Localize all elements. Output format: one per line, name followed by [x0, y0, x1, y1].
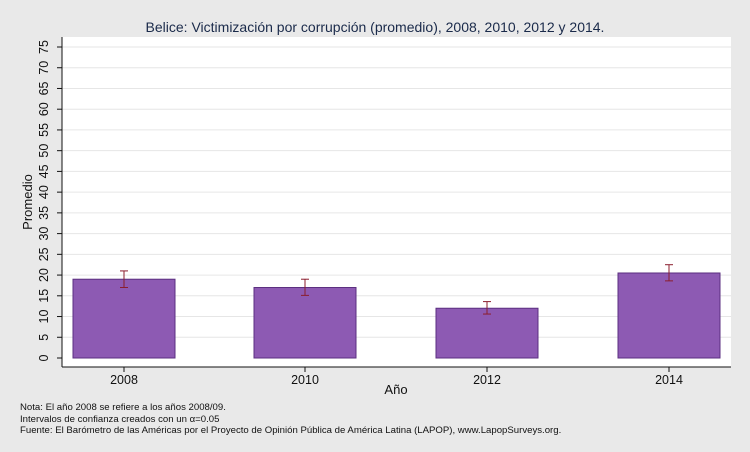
y-tick-label: 35 — [37, 206, 51, 220]
y-tick-label: 10 — [37, 310, 51, 324]
bars — [72, 272, 721, 359]
y-tick-label: 50 — [37, 144, 51, 158]
y-tick-label: 20 — [37, 268, 51, 282]
x-tick-label-2008: 2008 — [110, 373, 138, 387]
bar-chart: Belice: Victimización por corrupción (pr… — [20, 19, 731, 397]
y-tick-label: 55 — [37, 123, 51, 137]
chart-notes: Nota: El año 2008 se refiere a los años … — [20, 402, 561, 437]
note-confidence: Intervalos de confianza creados con un α… — [20, 413, 220, 425]
y-axis: 0 5 10 15 20 25 30 35 40 45 50 55 60 65 70 75 — [37, 37, 63, 367]
y-tick-label: 70 — [37, 61, 51, 75]
y-tick-label: 0 — [37, 354, 51, 361]
note-year: Nota: El año 2008 se refiere a los años … — [20, 402, 226, 413]
y-tick-label: 65 — [37, 81, 51, 95]
y-axis-label: Promedio — [20, 174, 35, 230]
y-tick-label: 60 — [37, 102, 51, 116]
y-tick-label: 5 — [37, 334, 51, 341]
bar-2014 — [617, 272, 721, 359]
x-axis: 2008 2010 2012 2014 — [62, 366, 731, 387]
error-bars — [120, 264, 673, 315]
chart-title: Belice: Victimización por corrupción (pr… — [146, 19, 605, 35]
bar-2012 — [435, 307, 539, 359]
bar-2010 — [253, 287, 357, 359]
y-tick-label: 45 — [37, 164, 51, 178]
y-tick-label: 15 — [37, 289, 51, 303]
note-source: Fuente: El Barómetro de las Américas por… — [20, 425, 562, 436]
bar-2008 — [72, 278, 176, 359]
y-tick-label: 25 — [37, 247, 51, 261]
y-tick-label: 30 — [37, 227, 51, 241]
y-tick-label: 40 — [37, 185, 51, 199]
x-tick-label-2012: 2012 — [473, 373, 501, 387]
x-axis-label: Año — [384, 382, 407, 397]
x-tick-label-2010: 2010 — [291, 373, 319, 387]
x-tick-label-2014: 2014 — [655, 373, 683, 387]
y-tick-label: 75 — [37, 40, 51, 54]
